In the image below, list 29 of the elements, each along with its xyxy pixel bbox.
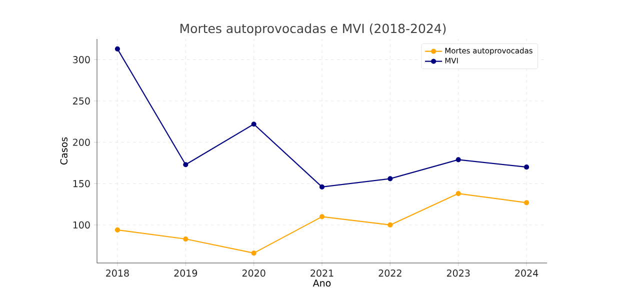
- point: [388, 176, 393, 182]
- point: [319, 214, 325, 220]
- point: [456, 157, 461, 162]
- x-tick-label: 2022: [378, 270, 402, 277]
- point: [251, 122, 256, 127]
- point: [388, 222, 393, 228]
- y-tick-label: 150: [73, 180, 90, 188]
- x-tick-label: 2023: [446, 270, 470, 277]
- point: [114, 46, 120, 52]
- y-tick-label: 200: [73, 138, 90, 146]
- x-tick-label: 2019: [174, 270, 198, 277]
- point: [114, 227, 120, 232]
- point: [183, 236, 188, 242]
- point: [456, 191, 461, 196]
- point: [524, 200, 530, 206]
- y-tick-label: 300: [73, 56, 90, 64]
- point: [183, 162, 188, 168]
- point: [251, 250, 256, 256]
- x-tick-label: 2021: [310, 270, 334, 277]
- x-tick-label: 2018: [106, 270, 129, 277]
- y-tick-label: 100: [73, 221, 90, 229]
- chart-title: Mortes autoprovocadas e MVI (2018-2024): [180, 23, 446, 36]
- point: [524, 164, 530, 170]
- x-axis-title: Ano: [312, 280, 331, 287]
- y-axis-title: Casos: [60, 137, 68, 165]
- x-tick-label: 2024: [515, 270, 538, 277]
- x-tick-label: 2020: [242, 270, 266, 277]
- point: [319, 184, 325, 190]
- y-tick-label: 250: [73, 97, 90, 105]
